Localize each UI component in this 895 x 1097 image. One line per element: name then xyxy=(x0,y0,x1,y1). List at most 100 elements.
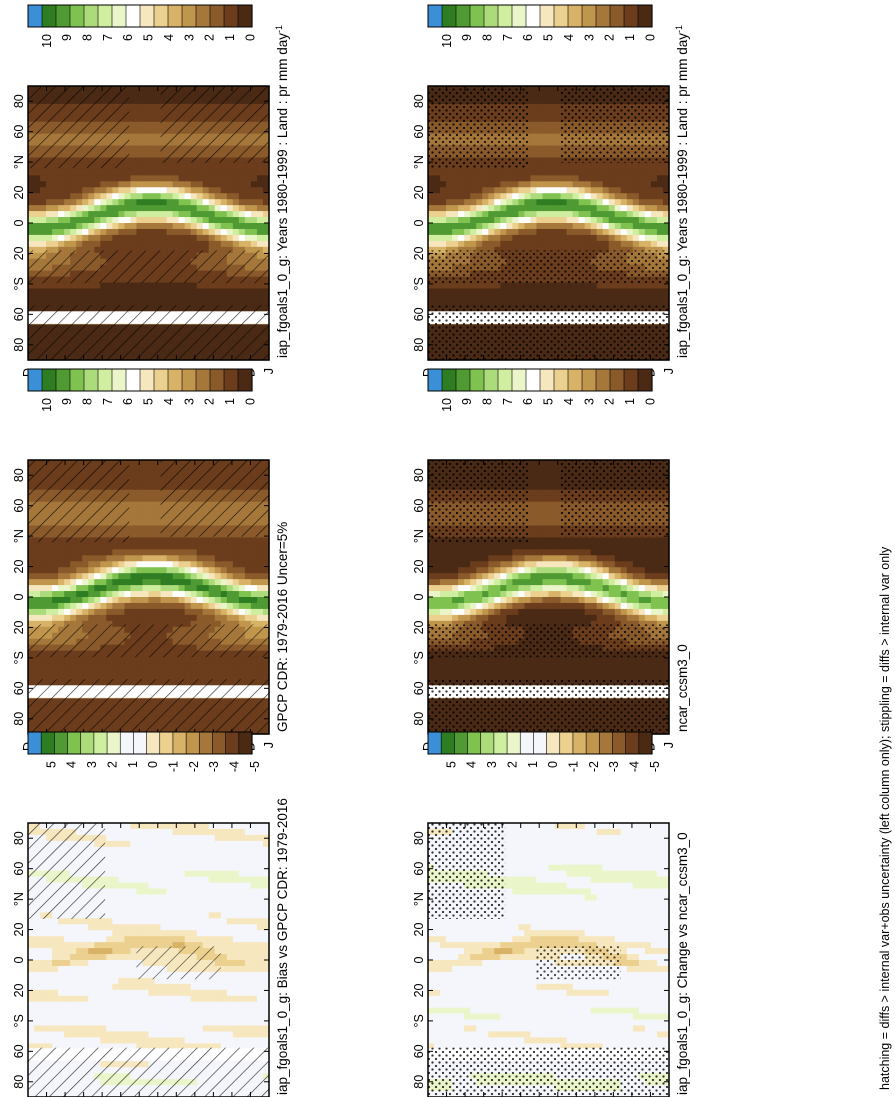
heatmap-cell xyxy=(650,193,658,200)
heatmap-cell xyxy=(76,567,83,574)
heatmap-cell xyxy=(52,561,59,568)
heatmap-cell xyxy=(584,288,592,296)
heatmap-cell xyxy=(250,282,258,290)
heatmap-cell xyxy=(590,169,598,176)
heatmap-cell xyxy=(572,234,580,242)
heatmap-cell xyxy=(542,240,550,248)
heatmap-cell xyxy=(106,187,113,194)
heatmap-cell xyxy=(238,175,246,182)
heatmap-cell xyxy=(40,294,47,302)
heatmap-cell xyxy=(136,483,144,491)
heatmap-cell xyxy=(148,181,156,188)
heatmap-cell xyxy=(76,585,83,592)
heatmap-cell xyxy=(536,211,544,218)
heatmap-cell xyxy=(470,175,477,182)
heatmap-cell xyxy=(136,591,144,598)
heatmap-cell xyxy=(40,288,47,296)
heatmap-cell xyxy=(584,228,592,236)
heatmap-cell xyxy=(196,175,204,182)
heatmap-cell xyxy=(464,282,471,290)
heatmap-cell xyxy=(202,240,210,248)
heatmap-cell xyxy=(428,199,435,206)
heatmap-cell xyxy=(142,175,150,182)
heatmap-cell xyxy=(76,300,83,307)
heatmap-cell xyxy=(542,145,550,153)
heatmap-cell xyxy=(34,234,41,242)
heatmap-cell xyxy=(136,537,144,544)
heatmap-cell xyxy=(58,169,65,176)
heatmap-cell xyxy=(130,620,138,628)
heatmap-cell xyxy=(112,620,119,628)
heatmap-cell xyxy=(178,163,186,170)
heatmap-cell xyxy=(148,91,156,99)
heatmap-cell xyxy=(184,282,192,290)
heatmap-cell xyxy=(106,579,113,586)
heatmap-cell xyxy=(154,537,162,544)
heatmap-cell xyxy=(118,674,126,681)
heatmap-cell xyxy=(458,240,465,248)
heatmap-cell xyxy=(52,187,59,194)
heatmap-cell xyxy=(446,211,453,218)
heatmap-cell xyxy=(184,211,192,218)
heatmap-cell xyxy=(238,246,246,254)
heatmap-cell xyxy=(52,585,59,592)
heatmap-cell xyxy=(100,223,107,230)
heatmap-cell xyxy=(100,175,107,182)
heatmap-cell xyxy=(112,300,119,307)
heatmap-cell xyxy=(632,300,640,307)
heatmap-cell xyxy=(28,668,35,676)
heatmap-cell xyxy=(160,555,168,562)
heatmap-cell xyxy=(46,591,53,598)
heatmap-cell xyxy=(136,145,144,153)
heatmap-cell xyxy=(178,187,186,194)
heatmap-cell xyxy=(118,591,126,598)
heatmap-cell xyxy=(40,602,47,610)
heatmap-cell xyxy=(130,668,138,676)
heatmap-cell xyxy=(106,656,113,664)
heatmap-cell xyxy=(512,223,519,230)
heatmap-cell xyxy=(656,193,664,200)
heatmap-cell xyxy=(154,597,162,604)
heatmap-cell xyxy=(202,163,210,170)
heatmap-cell xyxy=(34,181,41,188)
heatmap-cell xyxy=(82,555,89,562)
heatmap-cell xyxy=(566,294,574,302)
heatmap-cell xyxy=(70,549,77,556)
heatmap-cell xyxy=(518,294,526,302)
heatmap-cell xyxy=(434,217,441,224)
heatmap-cell xyxy=(100,181,107,188)
heatmap-cell xyxy=(536,91,544,99)
heatmap-cell xyxy=(148,531,156,539)
heatmap-cell xyxy=(262,246,270,254)
heatmap-cell xyxy=(46,597,53,604)
heatmap-cell xyxy=(602,187,610,194)
heatmap-cell xyxy=(244,193,252,200)
heatmap-cell xyxy=(662,217,670,224)
heatmap-cell xyxy=(148,549,156,556)
heatmap-cell xyxy=(572,217,580,224)
heatmap-cell xyxy=(482,300,489,307)
heatmap-cell xyxy=(226,240,234,248)
heatmap-cell xyxy=(154,465,162,473)
colorbar-swatch xyxy=(27,4,43,28)
heatmap-cell xyxy=(76,549,83,556)
heatmap-cell xyxy=(136,662,144,670)
heatmap-cell xyxy=(52,228,59,236)
heatmap-cell xyxy=(130,543,138,550)
heatmap-cell xyxy=(530,282,538,290)
heatmap-cell xyxy=(232,211,240,218)
heatmap-cell xyxy=(70,543,77,550)
heatmap-cell xyxy=(136,223,144,230)
heatmap-cell xyxy=(46,217,53,224)
colorbar-swatch xyxy=(595,4,611,28)
heatmap-cell xyxy=(220,181,228,188)
heatmap-cell xyxy=(244,282,252,290)
heatmap-cell xyxy=(88,579,95,586)
heatmap-cell xyxy=(232,193,240,200)
heatmap-cell xyxy=(166,614,174,622)
panel-title: iap_fgoals1_0_g: Years 1980-1999 : Land … xyxy=(274,25,290,358)
heatmap-cell xyxy=(482,193,489,200)
heatmap-cell xyxy=(94,555,101,562)
heatmap-cell xyxy=(70,181,77,188)
